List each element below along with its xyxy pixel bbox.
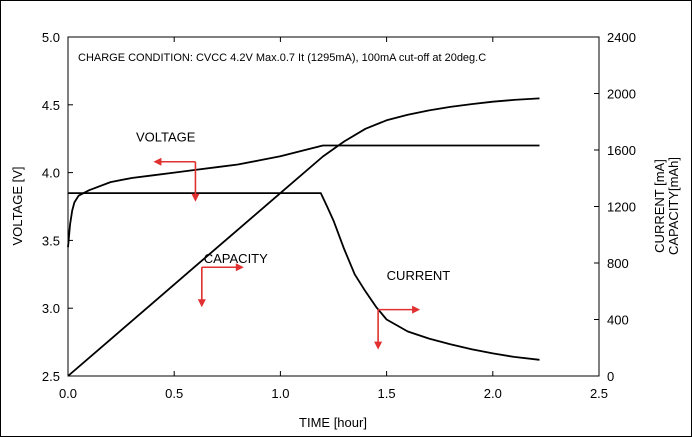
y-right-tick-label: 400 [607,313,629,328]
y-right-tick-label: 2400 [607,30,636,45]
current-arrow-right-head [412,305,421,314]
capacity-arrow-down-head [197,299,206,308]
capacity-arrow-right-head [235,263,244,272]
y-left-tick-label: 3.0 [42,301,60,316]
voltage-arrow-left-head [153,157,162,166]
x-tick-label: 1.0 [271,386,289,401]
x-axis-label: TIME [hour] [299,415,367,430]
series-capacity-line [67,97,540,377]
y-right-tick-label: 800 [607,256,629,271]
y-left-tick-label: 5.0 [42,30,60,45]
y-left-tick-label: 3.5 [42,233,60,248]
y-axis-right-label-current: CURRENT [mA] [652,159,667,253]
series-voltage-line [67,144,540,248]
y-left-tick-label: 4.5 [42,98,60,113]
x-tick-label: 0.5 [165,386,183,401]
x-tick-label: 0.0 [59,386,77,401]
voltage-arrow-down-head [191,193,200,202]
current-arrow-down-head [374,341,383,350]
x-tick-label: 1.5 [378,386,396,401]
x-tick-label: 2.5 [590,386,608,401]
plot-area [67,36,600,377]
y-left-tick-label: 4.0 [42,166,60,181]
series-label-current: CURRENT [387,268,451,283]
y-axis-left-label: VOLTAGE [V] [10,167,25,246]
y-right-tick-label: 2000 [607,87,636,102]
y-right-tick-label: 0 [607,369,614,384]
arrows-layer: VOLTAGE CAPACITY CURRENT [136,129,451,350]
x-tick-label: 2.0 [484,386,502,401]
y-right-tick-label: 1600 [607,143,636,158]
y-left-tick-label: 2.5 [42,369,60,384]
series-label-voltage: VOLTAGE [136,129,196,144]
series-label-capacity: CAPACITY [204,251,268,266]
charge-condition-annotation: CHARGE CONDITION: CVCC 4.2V Max.0.7 It (… [78,52,486,64]
series-current-line [68,192,540,361]
y-axis-right-label-capacity: CAPACITY[mAh] [666,157,681,255]
y-right-tick-label: 1200 [607,200,636,215]
tick-layer: 0.0 0.5 1.0 1.5 2.0 2.5 2.5 3.0 3.5 4.0 4.5 5.0 0 400… [42,30,636,401]
